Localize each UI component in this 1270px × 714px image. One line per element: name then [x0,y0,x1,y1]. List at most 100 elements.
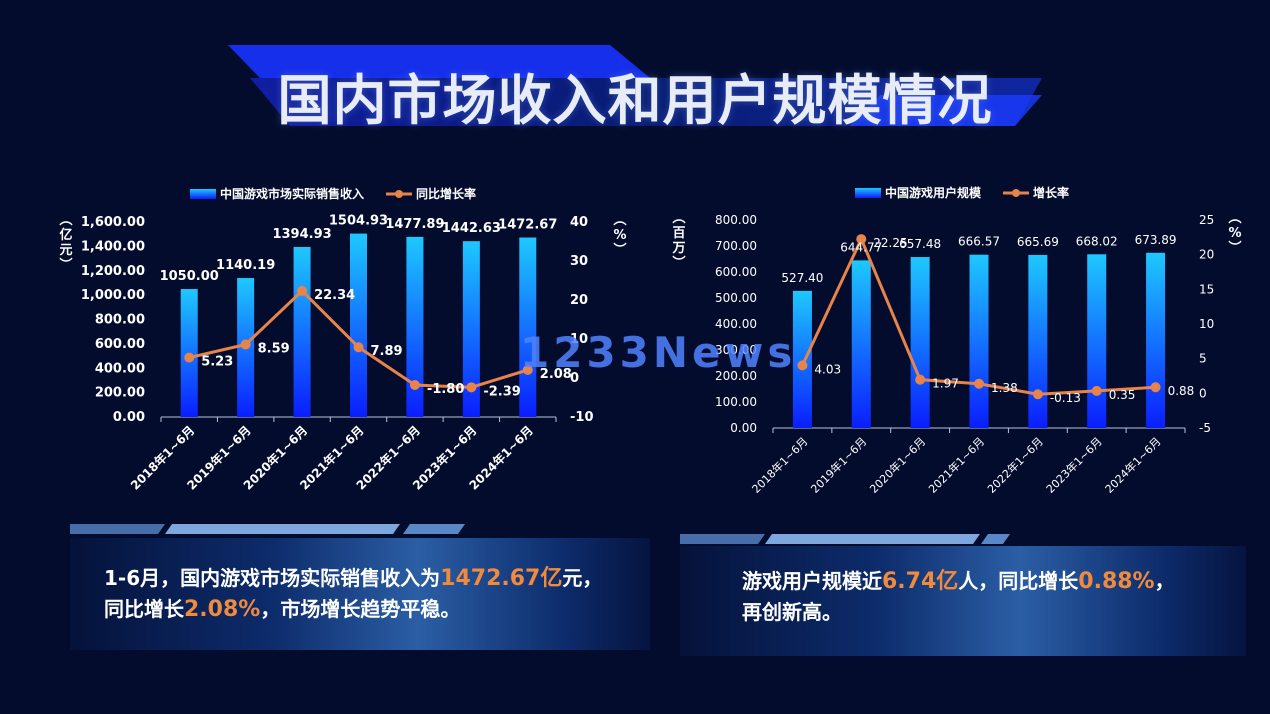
x-category-label: 2024年1~6月 [1102,434,1164,496]
y-left-tick-label: 0.00 [730,421,757,435]
x-category-label: 2022年1~6月 [984,434,1046,496]
bar [350,233,367,417]
growth-value-label: 22.34 [314,288,355,303]
y-left-tick-label: 200.00 [95,386,145,401]
growth-point [856,234,867,245]
y-right-tick-label: 25 [1199,213,1214,227]
growth-value-label: 22.25 [873,236,907,250]
revenue-chart: 中国游戏市场实际销售收入 同比增长率 1,600.00 1,400.00 1,200.… [58,186,626,493]
bar-value-label: 1442.63 [442,221,501,236]
legend-line-label: 同比增长率 [416,186,476,201]
left-summary-box [70,538,650,650]
y-left-tick-label: 500.00 [715,291,757,305]
y-right-axis-title: ︵% ︶ [612,213,626,258]
legend-bar-swatch [190,189,216,199]
y-right-tick-label: -5 [1199,421,1211,435]
bar-value-label: 1140.19 [216,258,275,273]
bar-value-label: 1472.67 [498,218,557,233]
right-box-decoration [680,534,1010,544]
bar-value-label: 665.69 [1017,235,1059,249]
revenue-chart-legend: 中国游戏市场实际销售收入 同比增长率 [190,186,476,201]
users-chart-bars [792,252,1166,428]
y-left-tick-label: 600.00 [95,337,145,352]
bar-value-label: 644.77 [840,240,882,254]
y-left-axis-title: ︵百万︶ [671,211,685,271]
revenue-growth-highlight: 2.08% [184,597,261,622]
y-left-tick-label: 600.00 [715,265,757,279]
growth-value-label: -1.80 [427,382,464,397]
y-left-tick-label: 0.00 [113,410,145,425]
revenue-chart-line [184,285,533,393]
left-summary-line1-end: 元， [562,566,603,590]
legend-bar-swatch [855,188,881,198]
users-chart-line [797,234,1161,400]
users-chart-legend: 中国游戏用户规模 增长率 [855,185,1069,200]
bar-value-label: 1477.89 [385,217,444,232]
revenue-highlight: 1472.67亿 [440,566,563,591]
left-summary-line2-end: ，市场增长趋势平稳。 [260,597,461,621]
bar-value-label: 673.89 [1135,233,1177,247]
bar [1028,254,1048,428]
y-right-tick-label: 5 [1199,352,1207,366]
y-left-tick-label: 400.00 [95,361,145,376]
bar [406,236,424,417]
growth-point [297,285,308,296]
left-summary-line2: 同比增长 [104,597,184,621]
y-left-tick-label: 200.00 [715,369,757,383]
right-summary-box [680,546,1246,656]
y-left-tick-label: 300.00 [715,343,757,357]
y-right-tick-label: 20 [1199,248,1214,262]
growth-point [974,378,984,389]
growth-value-label: 7.89 [371,344,403,359]
bar [969,254,989,428]
right-summary-line2: 再创新高。 [742,600,842,624]
y-left-tick-label: 1,200.00 [81,264,145,279]
y-left-tick-label: 700.00 [715,239,757,253]
y-right-tick-label: -10 [570,410,594,425]
x-category-label: 2023年1~6月 [1043,434,1105,496]
growth-value-label: 4.03 [814,362,841,376]
bar-value-label: 657.48 [899,237,941,251]
x-category-label: 2020年1~6月 [867,434,929,496]
y-right-tick-label: 20 [570,293,588,308]
bar [462,241,480,417]
bar-value-label: 1394.93 [272,227,331,242]
bar [851,260,871,428]
title-banner [228,45,1042,126]
right-summary-line1-end: ， [1154,569,1175,593]
growth-point [353,342,364,353]
growth-point [915,374,926,385]
growth-value-label: 1.38 [991,381,1018,395]
growth-value-label: 0.88 [1168,384,1195,398]
growth-point [797,360,808,371]
y-left-tick-label: 400.00 [715,317,757,331]
left-summary-text: 1-6月，国内游戏市场实际销售收入为1472.67亿元， 同比增长2.08%，市… [104,563,602,625]
growth-point [1091,385,1102,396]
users-chart-labels: 527.40 644.77 657.48 666.57 665.69 668.02 673.… [781,233,1194,405]
bar [910,257,930,428]
y-left-tick-label: 800.00 [715,213,757,227]
users-chart: 中国游戏用户规模 增长率 800.00700.00600.00500.00400.… [671,185,1241,496]
y-left-axis-title: ︵亿元︶ [58,213,72,273]
growth-value-label: 2.08 [540,367,572,382]
right-summary-text: 游戏用户规模近6.74亿人，同比增长0.88%， 再创新高。 [742,566,1175,627]
page-title: 国内市场收入和用户规模情况 [277,69,993,132]
y-left-tick-label: 1,000.00 [81,288,145,303]
left-box-decoration [70,524,465,534]
y-right-tick-label: 30 [570,254,588,269]
bar-value-label: 527.40 [781,271,823,285]
legend-line-marker [1012,189,1020,197]
users-growth-highlight: 0.88% [1078,569,1155,594]
y-left-tick-label: 1,600.00 [81,215,145,230]
bar-value-label: 666.57 [958,235,1000,249]
legend-bar-label: 中国游戏市场实际销售收入 [220,186,364,201]
right-summary-line1-mid: 人，同比增长 [958,569,1079,593]
x-category-label: 2021年1~6月 [925,434,987,496]
y-left-tick-label: 1,400.00 [81,239,145,254]
growth-point [466,382,477,393]
y-right-tick-label: 10 [570,332,588,347]
y-right-tick-label: 0 [1199,386,1207,400]
y-left-tick-label: 800.00 [95,313,145,328]
y-right-tick-label: 40 [570,215,588,230]
